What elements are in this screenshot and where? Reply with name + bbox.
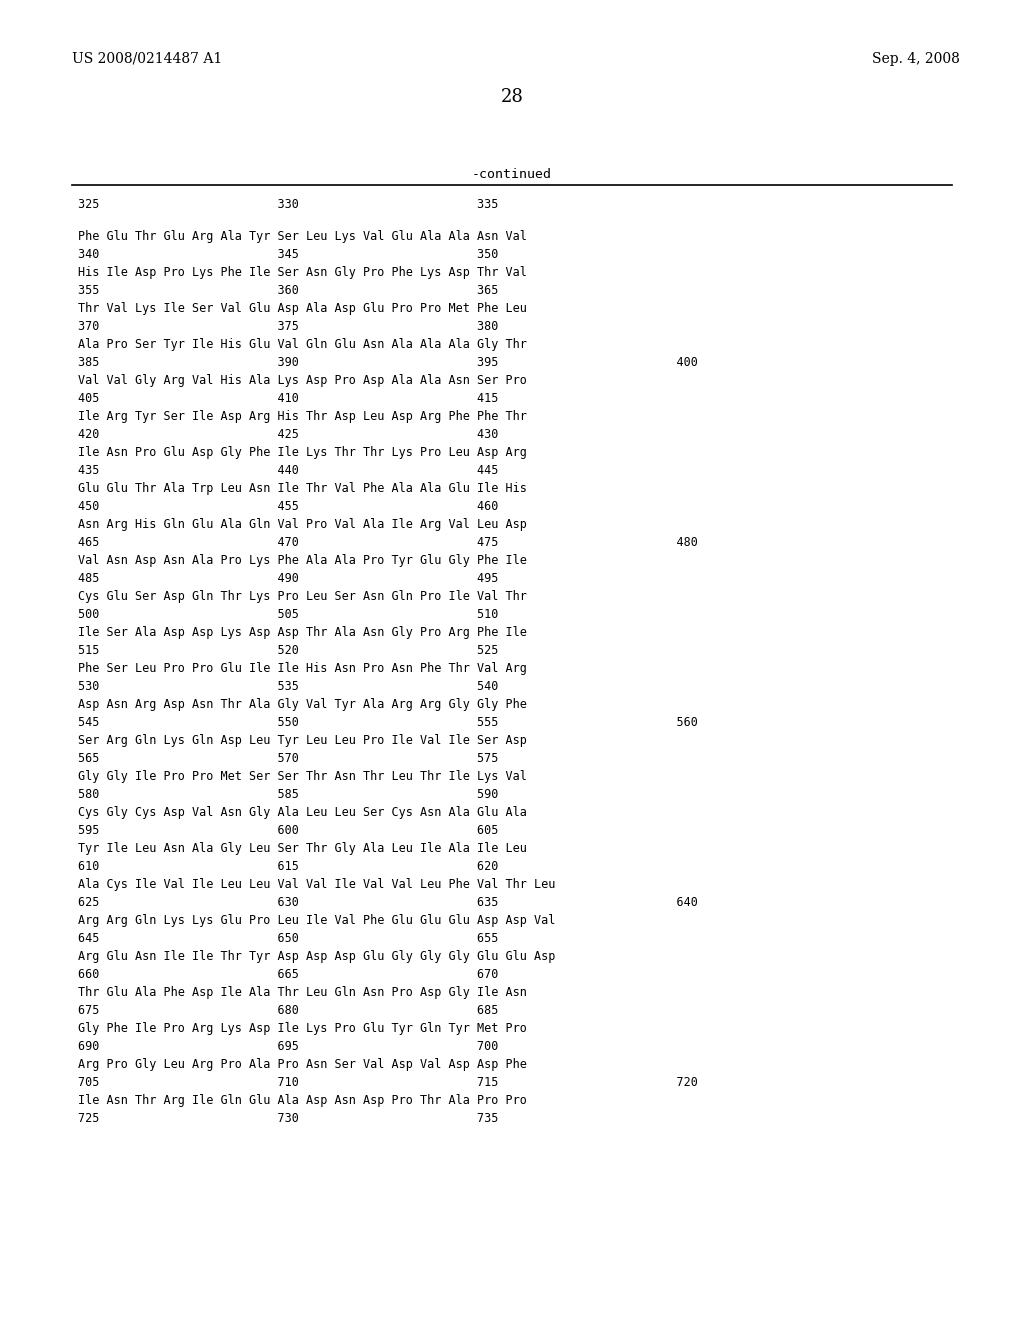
Text: 485                         490                         495: 485 490 495 [78, 572, 499, 585]
Text: 565                         570                         575: 565 570 575 [78, 752, 499, 766]
Text: 340                         345                         350: 340 345 350 [78, 248, 499, 261]
Text: 545                         550                         555                     : 545 550 555 [78, 715, 698, 729]
Text: Ile Ser Ala Asp Asp Lys Asp Asp Thr Ala Asn Gly Pro Arg Phe Ile: Ile Ser Ala Asp Asp Lys Asp Asp Thr Ala … [78, 626, 527, 639]
Text: Tyr Ile Leu Asn Ala Gly Leu Ser Thr Gly Ala Leu Ile Ala Ile Leu: Tyr Ile Leu Asn Ala Gly Leu Ser Thr Gly … [78, 842, 527, 855]
Text: -continued: -continued [472, 168, 552, 181]
Text: 690                         695                         700: 690 695 700 [78, 1040, 499, 1053]
Text: 500                         505                         510: 500 505 510 [78, 609, 499, 620]
Text: 725                         730                         735: 725 730 735 [78, 1111, 499, 1125]
Text: 610                         615                         620: 610 615 620 [78, 861, 499, 873]
Text: 530                         535                         540: 530 535 540 [78, 680, 499, 693]
Text: 660                         665                         670: 660 665 670 [78, 968, 499, 981]
Text: Gly Phe Ile Pro Arg Lys Asp Ile Lys Pro Glu Tyr Gln Tyr Met Pro: Gly Phe Ile Pro Arg Lys Asp Ile Lys Pro … [78, 1022, 527, 1035]
Text: 325                         330                         335: 325 330 335 [78, 198, 499, 211]
Text: Cys Gly Cys Asp Val Asn Gly Ala Leu Leu Ser Cys Asn Ala Glu Ala: Cys Gly Cys Asp Val Asn Gly Ala Leu Leu … [78, 807, 527, 818]
Text: Arg Pro Gly Leu Arg Pro Ala Pro Asn Ser Val Asp Val Asp Asp Phe: Arg Pro Gly Leu Arg Pro Ala Pro Asn Ser … [78, 1059, 527, 1071]
Text: 595                         600                         605: 595 600 605 [78, 824, 499, 837]
Text: 28: 28 [501, 88, 523, 106]
Text: Arg Glu Asn Ile Ile Thr Tyr Asp Asp Asp Glu Gly Gly Gly Glu Glu Asp: Arg Glu Asn Ile Ile Thr Tyr Asp Asp Asp … [78, 950, 555, 964]
Text: Val Val Gly Arg Val His Ala Lys Asp Pro Asp Ala Ala Asn Ser Pro: Val Val Gly Arg Val His Ala Lys Asp Pro … [78, 374, 527, 387]
Text: US 2008/0214487 A1: US 2008/0214487 A1 [72, 51, 222, 66]
Text: Gly Gly Ile Pro Pro Met Ser Ser Thr Asn Thr Leu Thr Ile Lys Val: Gly Gly Ile Pro Pro Met Ser Ser Thr Asn … [78, 770, 527, 783]
Text: 580                         585                         590: 580 585 590 [78, 788, 499, 801]
Text: 405                         410                         415: 405 410 415 [78, 392, 499, 405]
Text: Ala Pro Ser Tyr Ile His Glu Val Gln Glu Asn Ala Ala Ala Gly Thr: Ala Pro Ser Tyr Ile His Glu Val Gln Glu … [78, 338, 527, 351]
Text: Arg Arg Gln Lys Lys Glu Pro Leu Ile Val Phe Glu Glu Glu Asp Asp Val: Arg Arg Gln Lys Lys Glu Pro Leu Ile Val … [78, 913, 555, 927]
Text: Ile Asn Thr Arg Ile Gln Glu Ala Asp Asn Asp Pro Thr Ala Pro Pro: Ile Asn Thr Arg Ile Gln Glu Ala Asp Asn … [78, 1094, 527, 1107]
Text: 645                         650                         655: 645 650 655 [78, 932, 499, 945]
Text: Sep. 4, 2008: Sep. 4, 2008 [872, 51, 961, 66]
Text: His Ile Asp Pro Lys Phe Ile Ser Asn Gly Pro Phe Lys Asp Thr Val: His Ile Asp Pro Lys Phe Ile Ser Asn Gly … [78, 267, 527, 279]
Text: 515                         520                         525: 515 520 525 [78, 644, 499, 657]
Text: Phe Glu Thr Glu Arg Ala Tyr Ser Leu Lys Val Glu Ala Ala Asn Val: Phe Glu Thr Glu Arg Ala Tyr Ser Leu Lys … [78, 230, 527, 243]
Text: Ile Asn Pro Glu Asp Gly Phe Ile Lys Thr Thr Lys Pro Leu Asp Arg: Ile Asn Pro Glu Asp Gly Phe Ile Lys Thr … [78, 446, 527, 459]
Text: Val Asn Asp Asn Ala Pro Lys Phe Ala Ala Pro Tyr Glu Gly Phe Ile: Val Asn Asp Asn Ala Pro Lys Phe Ala Ala … [78, 554, 527, 568]
Text: Ile Arg Tyr Ser Ile Asp Arg His Thr Asp Leu Asp Arg Phe Phe Thr: Ile Arg Tyr Ser Ile Asp Arg His Thr Asp … [78, 411, 527, 422]
Text: 370                         375                         380: 370 375 380 [78, 319, 499, 333]
Text: Asp Asn Arg Asp Asn Thr Ala Gly Val Tyr Ala Arg Arg Gly Gly Phe: Asp Asn Arg Asp Asn Thr Ala Gly Val Tyr … [78, 698, 527, 711]
Text: Cys Glu Ser Asp Gln Thr Lys Pro Leu Ser Asn Gln Pro Ile Val Thr: Cys Glu Ser Asp Gln Thr Lys Pro Leu Ser … [78, 590, 527, 603]
Text: Asn Arg His Gln Glu Ala Gln Val Pro Val Ala Ile Arg Val Leu Asp: Asn Arg His Gln Glu Ala Gln Val Pro Val … [78, 517, 527, 531]
Text: 675                         680                         685: 675 680 685 [78, 1005, 499, 1016]
Text: Glu Glu Thr Ala Trp Leu Asn Ile Thr Val Phe Ala Ala Glu Ile His: Glu Glu Thr Ala Trp Leu Asn Ile Thr Val … [78, 482, 527, 495]
Text: Ala Cys Ile Val Ile Leu Leu Val Val Ile Val Val Leu Phe Val Thr Leu: Ala Cys Ile Val Ile Leu Leu Val Val Ile … [78, 878, 555, 891]
Text: 420                         425                         430: 420 425 430 [78, 428, 499, 441]
Text: Ser Arg Gln Lys Gln Asp Leu Tyr Leu Leu Pro Ile Val Ile Ser Asp: Ser Arg Gln Lys Gln Asp Leu Tyr Leu Leu … [78, 734, 527, 747]
Text: 385                         390                         395                     : 385 390 395 [78, 356, 698, 370]
Text: Thr Glu Ala Phe Asp Ile Ala Thr Leu Gln Asn Pro Asp Gly Ile Asn: Thr Glu Ala Phe Asp Ile Ala Thr Leu Gln … [78, 986, 527, 999]
Text: Phe Ser Leu Pro Pro Glu Ile Ile His Asn Pro Asn Phe Thr Val Arg: Phe Ser Leu Pro Pro Glu Ile Ile His Asn … [78, 663, 527, 675]
Text: 465                         470                         475                     : 465 470 475 [78, 536, 698, 549]
Text: 450                         455                         460: 450 455 460 [78, 500, 499, 513]
Text: 705                         710                         715                     : 705 710 715 [78, 1076, 698, 1089]
Text: Thr Val Lys Ile Ser Val Glu Asp Ala Asp Glu Pro Pro Met Phe Leu: Thr Val Lys Ile Ser Val Glu Asp Ala Asp … [78, 302, 527, 315]
Text: 355                         360                         365: 355 360 365 [78, 284, 499, 297]
Text: 435                         440                         445: 435 440 445 [78, 465, 499, 477]
Text: 625                         630                         635                     : 625 630 635 [78, 896, 698, 909]
